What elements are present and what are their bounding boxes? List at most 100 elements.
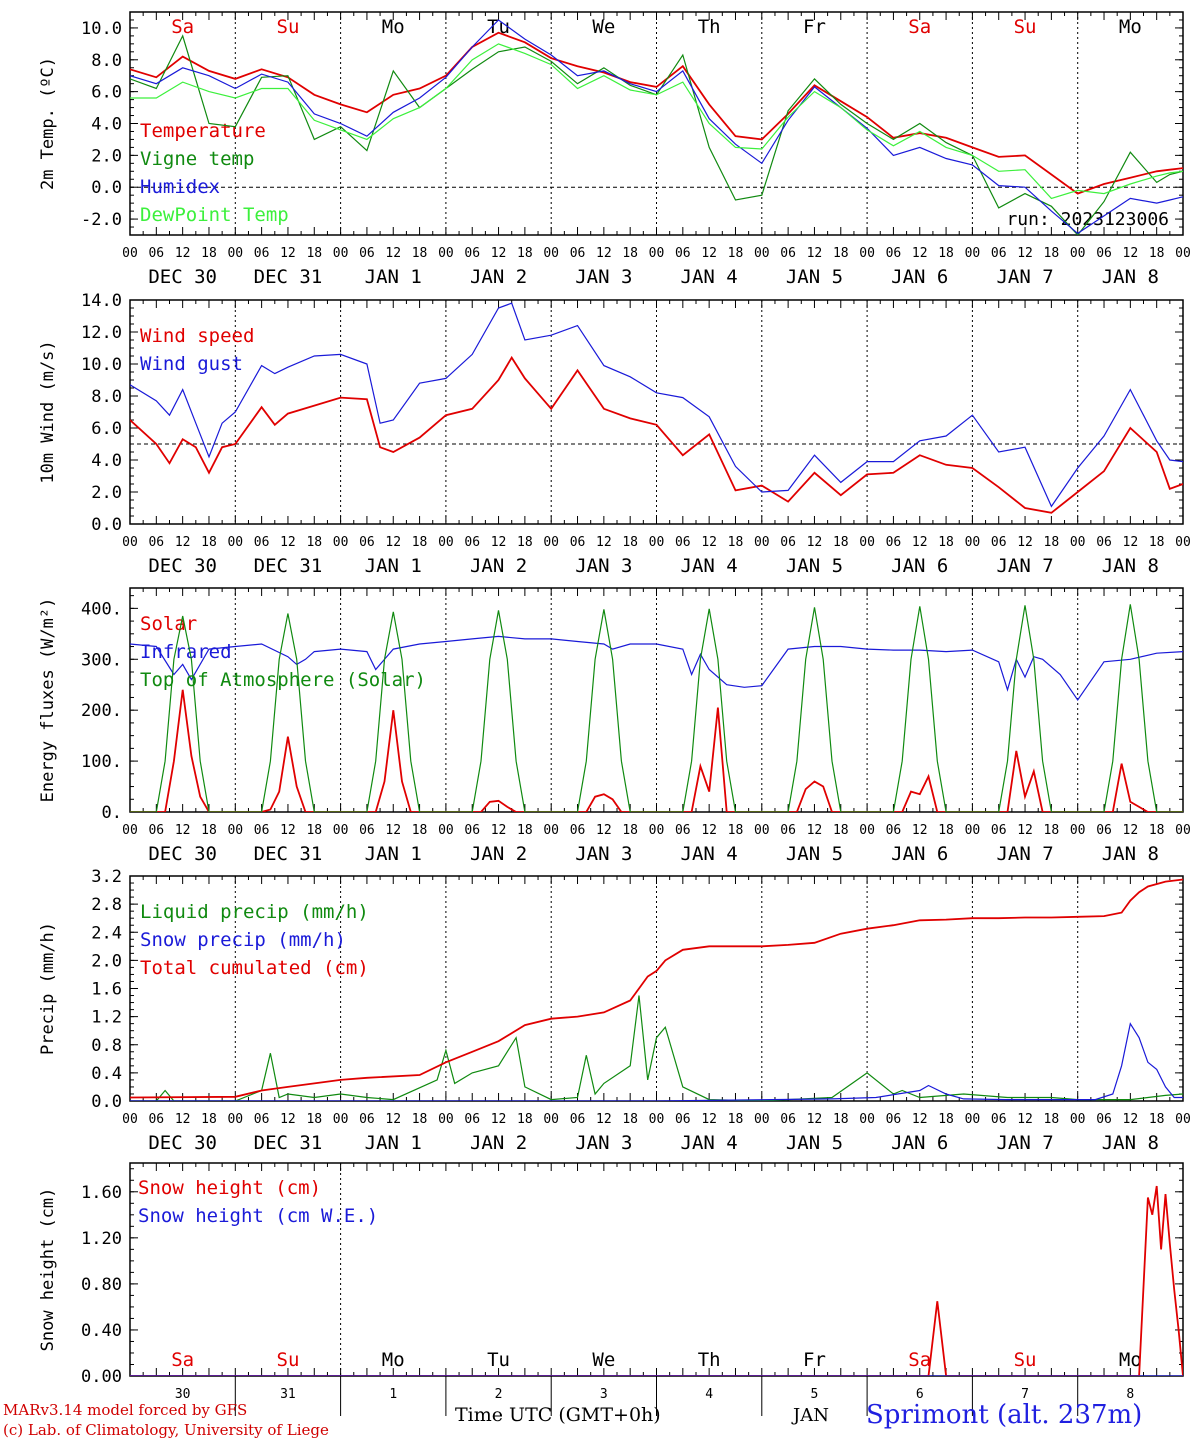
hour-label: 06 bbox=[464, 246, 480, 261]
legend-entry: Liquid precip (mm/h) bbox=[140, 901, 369, 923]
hour-label: 18 bbox=[833, 823, 849, 838]
hour-label: 06 bbox=[359, 1112, 375, 1127]
hour-label: 18 bbox=[622, 823, 638, 838]
day-name: Mo bbox=[1119, 16, 1142, 38]
hour-label: 12 bbox=[385, 246, 401, 261]
hour-label: 00 bbox=[122, 823, 138, 838]
hour-label: 06 bbox=[359, 535, 375, 550]
hour-label: 18 bbox=[938, 1112, 954, 1127]
day-name: Fr bbox=[803, 16, 826, 38]
y-tick-label: 4.0 bbox=[91, 451, 122, 471]
hour-label: 00 bbox=[965, 535, 981, 550]
hour-label: 00 bbox=[1175, 535, 1191, 550]
hour-label: 18 bbox=[1149, 1112, 1165, 1127]
hour-label: 18 bbox=[728, 1112, 744, 1127]
hour-label: 06 bbox=[359, 246, 375, 261]
series-line-lightgreen bbox=[130, 43, 1183, 200]
hour-label: 12 bbox=[175, 246, 191, 261]
hour-label: 00 bbox=[122, 535, 138, 550]
legend-entry: Infrared bbox=[140, 641, 232, 663]
hour-label: 00 bbox=[1070, 823, 1086, 838]
day-number: 30 bbox=[175, 1387, 191, 1402]
hour-label: 06 bbox=[254, 1112, 270, 1127]
hour-label: 06 bbox=[886, 823, 902, 838]
hour-label: 18 bbox=[201, 535, 217, 550]
day-name: Sa bbox=[908, 1349, 931, 1371]
date-label: JAN 5 bbox=[786, 555, 843, 577]
hour-label: 06 bbox=[148, 823, 164, 838]
hour-label: 12 bbox=[280, 823, 296, 838]
hour-label: 18 bbox=[1149, 823, 1165, 838]
y-tick-label: 8.0 bbox=[91, 387, 122, 407]
y-axis-label: Energy fluxes (W/m²) bbox=[38, 598, 58, 803]
hour-label: 18 bbox=[412, 246, 428, 261]
y-tick-label: 0.0 bbox=[91, 515, 122, 535]
hour-label: 00 bbox=[1070, 246, 1086, 261]
hour-label: 18 bbox=[938, 246, 954, 261]
day-number: 6 bbox=[916, 1387, 924, 1402]
hour-label: 18 bbox=[306, 535, 322, 550]
hour-label: 12 bbox=[1017, 1112, 1033, 1127]
hour-label: 00 bbox=[543, 1112, 559, 1127]
date-label: JAN 4 bbox=[681, 843, 738, 865]
hour-label: 12 bbox=[1123, 246, 1139, 261]
hour-label: 18 bbox=[517, 1112, 533, 1127]
hour-label: 18 bbox=[728, 535, 744, 550]
hour-label: 18 bbox=[622, 246, 638, 261]
date-label: JAN 3 bbox=[575, 1132, 632, 1154]
hour-label: 18 bbox=[1044, 1112, 1060, 1127]
hour-label: 06 bbox=[886, 1112, 902, 1127]
date-label: JAN 6 bbox=[891, 843, 948, 865]
hour-label: 18 bbox=[938, 823, 954, 838]
date-label: JAN 6 bbox=[891, 1132, 948, 1154]
hour-label: 18 bbox=[938, 535, 954, 550]
hour-label: 06 bbox=[675, 535, 691, 550]
day-name: Su bbox=[1014, 1349, 1037, 1371]
y-tick-label: 8.0 bbox=[91, 51, 122, 71]
series-line-green bbox=[130, 995, 1183, 1101]
hour-label: 00 bbox=[543, 246, 559, 261]
hour-label: 12 bbox=[1017, 823, 1033, 838]
hour-label: 18 bbox=[1149, 535, 1165, 550]
y-tick-label: 2.0 bbox=[91, 483, 122, 503]
y-tick-label: 0.80 bbox=[81, 1275, 122, 1295]
hour-label: 18 bbox=[306, 1112, 322, 1127]
hour-label: 12 bbox=[807, 823, 823, 838]
date-label: JAN 6 bbox=[891, 555, 948, 577]
date-label: JAN 5 bbox=[786, 266, 843, 288]
hour-label: 06 bbox=[886, 535, 902, 550]
y-tick-label: 0.8 bbox=[91, 1036, 122, 1056]
hour-label: 18 bbox=[517, 535, 533, 550]
hour-label: 12 bbox=[1123, 823, 1139, 838]
hour-label: 12 bbox=[175, 535, 191, 550]
hour-label: 06 bbox=[1096, 823, 1112, 838]
series-line-blue bbox=[130, 19, 1183, 235]
hour-label: 06 bbox=[464, 535, 480, 550]
hour-label: 00 bbox=[649, 1112, 665, 1127]
hour-label: 00 bbox=[754, 246, 770, 261]
hour-label: 00 bbox=[333, 1112, 349, 1127]
hour-label: 00 bbox=[1070, 535, 1086, 550]
hour-label: 18 bbox=[1044, 246, 1060, 261]
hour-label: 00 bbox=[438, 823, 454, 838]
day-name: Su bbox=[1014, 16, 1037, 38]
hour-label: 12 bbox=[1123, 535, 1139, 550]
lab-credit: (c) Lab. of Climatology, University of L… bbox=[3, 1421, 329, 1439]
y-tick-label: 2.0 bbox=[91, 146, 122, 166]
day-name: Sa bbox=[171, 16, 194, 38]
hour-label: 18 bbox=[201, 246, 217, 261]
hour-label: 12 bbox=[912, 246, 928, 261]
hour-label: 06 bbox=[780, 823, 796, 838]
day-name: Th bbox=[698, 16, 721, 38]
month-label: JAN bbox=[793, 1405, 829, 1426]
date-label: DEC 30 bbox=[148, 555, 217, 577]
day-number: 2 bbox=[495, 1387, 503, 1402]
y-tick-label: 0. bbox=[102, 803, 122, 823]
hour-label: 00 bbox=[1070, 1112, 1086, 1127]
day-number: 1 bbox=[389, 1387, 397, 1402]
hour-label: 12 bbox=[912, 823, 928, 838]
hour-label: 18 bbox=[1044, 823, 1060, 838]
hour-label: 12 bbox=[596, 1112, 612, 1127]
hour-label: 12 bbox=[491, 246, 507, 261]
hour-label: 06 bbox=[254, 823, 270, 838]
